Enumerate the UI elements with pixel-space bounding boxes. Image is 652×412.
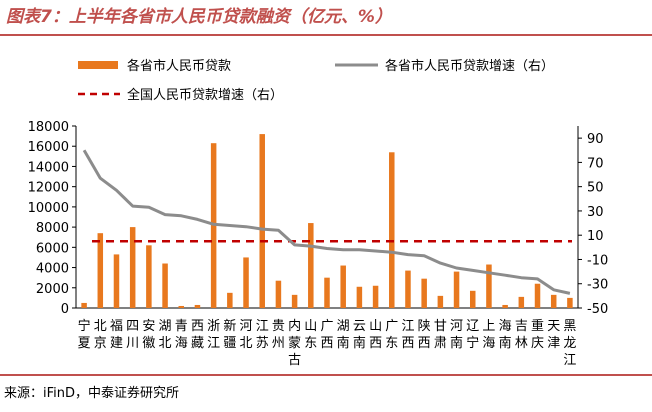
x-tick-label: 海南 xyxy=(499,319,512,351)
y-right-tick-label: 30 xyxy=(587,205,604,220)
y-left-tick-label: 2000 xyxy=(36,282,69,297)
y-left-tick-label: 0 xyxy=(61,302,69,317)
bar xyxy=(502,304,508,308)
bar xyxy=(356,286,363,308)
y-right-tick-label: -30 xyxy=(587,278,608,293)
x-tick-label: 天津 xyxy=(547,319,560,351)
x-tick-label: 江苏 xyxy=(256,319,269,351)
chart: 各省市人民币贷款 各省市人民币贷款增速（右） 全国人民币贷款增速（右） 0 200… xyxy=(28,58,609,368)
x-tick-label: 吉林 xyxy=(515,319,528,351)
bar xyxy=(275,280,282,308)
x-tick-label: 内蒙古 xyxy=(288,318,301,368)
x-tick-label: 陕西 xyxy=(418,319,431,351)
y-right-tick-label: 70 xyxy=(587,156,604,171)
x-tick-label: 西藏 xyxy=(191,319,204,351)
bar xyxy=(534,283,541,308)
x-tick-label: 云南 xyxy=(353,319,366,351)
y-right-tick-label: -10 xyxy=(587,253,608,268)
bar xyxy=(372,285,379,308)
bar xyxy=(469,290,476,308)
bar xyxy=(389,152,395,308)
y-left-tick-label: 16000 xyxy=(28,140,69,155)
bar xyxy=(178,305,185,308)
x-tick-label: 北京 xyxy=(94,319,107,351)
y-left-tick-label: 12000 xyxy=(28,181,69,196)
bar xyxy=(113,254,120,308)
bar xyxy=(421,278,427,308)
bar xyxy=(340,265,346,308)
axes: 0 2000 4000 6000 8000 10000 12000 14000 16000 180… xyxy=(28,120,609,317)
bar xyxy=(437,295,444,308)
x-tick-label: 重庆 xyxy=(531,318,544,351)
province-growth-line xyxy=(82,149,571,295)
y-left-tick-label: 18000 xyxy=(28,120,69,135)
bar xyxy=(243,257,249,308)
y-right-tick-label: 50 xyxy=(587,181,604,196)
x-tick-label: 湖南 xyxy=(337,319,350,351)
x-tick-label: 河北 xyxy=(240,319,253,351)
x-tick-label: 宁夏 xyxy=(78,318,91,351)
x-tick-label: 青海 xyxy=(175,319,188,351)
bar xyxy=(567,297,573,308)
x-tick-label: 辽宁 xyxy=(466,319,479,351)
y-right-tick-label: 10 xyxy=(587,229,604,244)
x-tick-label: 贵州 xyxy=(272,319,285,351)
x-tick-label: 山西 xyxy=(369,319,382,351)
x-tick-label: 广西 xyxy=(320,319,333,351)
bar xyxy=(550,294,557,308)
y-left-tick-label: 6000 xyxy=(36,241,69,256)
bar xyxy=(259,134,265,308)
y-left-tick-label: 4000 xyxy=(36,262,69,277)
y-right-tick-label: 90 xyxy=(587,132,604,147)
bar xyxy=(227,292,233,308)
bar xyxy=(324,277,330,308)
x-tick-label: 湖北 xyxy=(159,319,172,351)
bar xyxy=(146,245,152,308)
legend-swatch-loans xyxy=(78,61,118,69)
legend-label-loans: 各省市人民币贷款 xyxy=(127,58,231,74)
x-tick-label: 浙江 xyxy=(207,319,220,351)
x-tick-label: 福建 xyxy=(110,319,123,351)
bar xyxy=(405,270,411,308)
bar xyxy=(453,271,460,308)
x-tick-label: 安徽 xyxy=(142,319,155,351)
y-left-tick-label: 8000 xyxy=(36,221,69,236)
x-tick-label: 上海 xyxy=(482,319,495,351)
legend-label-growth: 各省市人民币贷款增速（右） xyxy=(385,58,554,74)
bar xyxy=(162,263,168,308)
line-series xyxy=(82,149,572,295)
source-note: 来源：iFinD，中泰证券研究所 xyxy=(4,386,180,401)
bar xyxy=(81,302,87,308)
x-tick-label: 四川 xyxy=(126,319,139,351)
footer-divider xyxy=(0,374,652,376)
y-right-tick-label: -50 xyxy=(587,302,608,317)
legend: 各省市人民币贷款 各省市人民币贷款增速（右） 全国人民币贷款增速（右） xyxy=(78,58,554,103)
x-tick-labels: 宁夏北京福建四川安徽湖北青海西藏浙江新疆河北江苏贵州内蒙古山东广西湖南云南山西广… xyxy=(78,318,577,368)
x-tick-label: 河南 xyxy=(450,319,463,351)
bar xyxy=(97,233,104,308)
title-divider xyxy=(0,34,652,36)
bar xyxy=(486,264,492,308)
x-tick-label: 黑龙江 xyxy=(563,319,576,368)
bar-series xyxy=(81,134,573,308)
bar xyxy=(308,223,314,308)
legend-label-national: 全国人民币贷款增速（右） xyxy=(127,87,283,103)
bar xyxy=(194,304,201,308)
bar xyxy=(291,294,298,308)
x-tick-label: 广东 xyxy=(385,319,398,351)
x-tick-label: 新疆 xyxy=(223,318,236,351)
y-left-tick-label: 14000 xyxy=(28,160,69,175)
x-tick-label: 山东 xyxy=(304,319,317,351)
page-title: 图表7：上半年各省市人民币贷款融资（亿元、%） xyxy=(6,7,392,27)
y-left-tick-label: 10000 xyxy=(28,201,69,216)
x-tick-label: 江西 xyxy=(401,319,414,351)
bar xyxy=(129,227,136,308)
x-tick-label: 甘肃 xyxy=(434,319,447,351)
bar xyxy=(518,296,525,308)
